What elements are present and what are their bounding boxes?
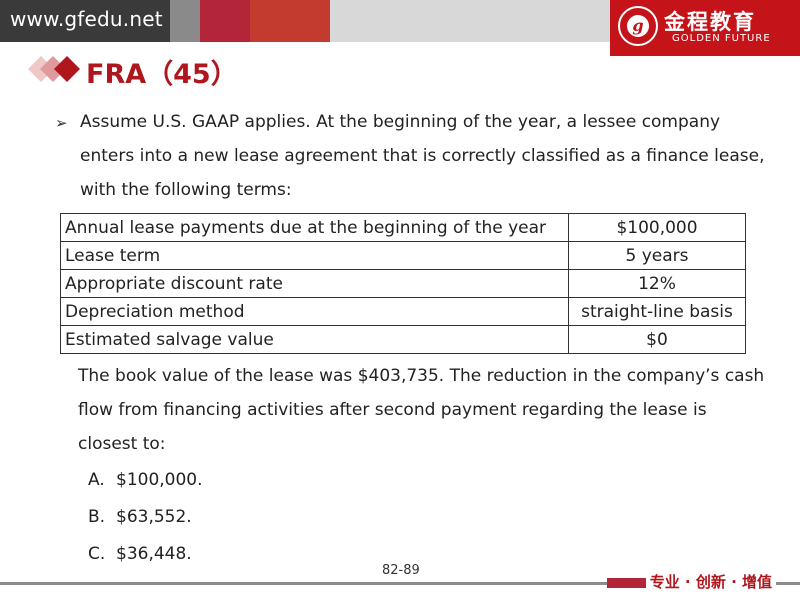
table-row: Appropriate discount rate 12% — [60, 269, 746, 298]
header-segment-dark — [0, 0, 170, 42]
site-url: www.gfedu.net — [10, 7, 163, 31]
term-label: Lease term — [60, 241, 569, 270]
option-text: $63,552. — [116, 507, 192, 527]
brand-logo: g 金程教育 GOLDEN FUTURE — [610, 0, 800, 56]
term-value: $0 — [568, 325, 746, 354]
term-value: 12% — [568, 269, 746, 298]
option-letter: B. — [88, 507, 106, 527]
question-intro: Assume U.S. GAAP applies. At the beginni… — [80, 112, 765, 200]
table-row: Estimated salvage value $0 — [60, 325, 746, 354]
table-row: Depreciation method straight-line basis — [60, 297, 746, 326]
page-number: 82-89 — [382, 563, 420, 578]
option-letter: A. — [88, 470, 105, 490]
slide-title: FRA（45） — [86, 59, 238, 90]
logo-chinese-name: 金程教育 — [664, 10, 756, 34]
logo-letter: g — [627, 15, 649, 37]
lease-terms-table: Annual lease payments due at the beginni… — [60, 213, 746, 354]
footer-bar — [0, 582, 800, 585]
footer-accent — [607, 578, 657, 588]
answer-option[interactable]: C. $36,448. — [88, 539, 203, 576]
diamond-bullets-icon — [28, 56, 80, 82]
bullet-arrow-icon: ➢ — [55, 114, 68, 132]
term-value: straight-line basis — [568, 297, 746, 326]
table-row: Annual lease payments due at the beginni… — [60, 213, 746, 242]
term-value: $100,000 — [568, 213, 746, 242]
header-segment-crimson — [200, 0, 250, 42]
term-label: Depreciation method — [60, 297, 569, 326]
question-prompt: The book value of the lease was $403,735… — [78, 366, 765, 454]
header-segment-gray — [170, 0, 200, 42]
term-label: Appropriate discount rate — [60, 269, 569, 298]
answer-option[interactable]: B. $63,552. — [88, 502, 203, 539]
term-value: 5 years — [568, 241, 746, 270]
option-text: $36,448. — [116, 544, 192, 564]
logo-english-name: GOLDEN FUTURE — [672, 33, 771, 44]
term-label: Estimated salvage value — [60, 325, 569, 354]
answer-option[interactable]: A. $100,000. — [88, 465, 203, 502]
option-text: $100,000. — [116, 470, 203, 490]
footer-slogan: 专业 · 创新 · 增值 — [645, 571, 776, 592]
table-row: Lease term 5 years — [60, 241, 746, 270]
answer-options: A. $100,000. B. $63,552. C. $36,448. — [88, 465, 203, 576]
header-segment-red — [250, 0, 330, 42]
option-letter: C. — [88, 544, 106, 564]
seal-icon: g — [618, 6, 658, 46]
term-label: Annual lease payments due at the beginni… — [60, 213, 569, 242]
